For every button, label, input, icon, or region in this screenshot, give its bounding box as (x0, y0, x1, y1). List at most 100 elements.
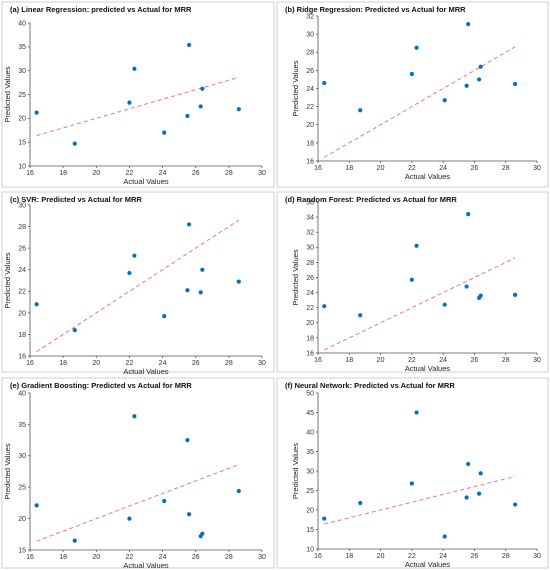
data-point (322, 304, 327, 309)
data-point (186, 512, 192, 517)
x-tick-label: 22 (408, 165, 416, 172)
data-point (477, 491, 482, 496)
data-point (200, 531, 205, 536)
chart-title: (b) Ridge Regression: Predicted vs Actua… (285, 5, 466, 14)
panel-frame (276, 377, 549, 569)
y-axis-title: Predicted Values (3, 443, 12, 499)
y-tick-label: 22 (306, 104, 314, 111)
x-tick-label: 28 (225, 360, 233, 367)
x-tick-label: 24 (159, 554, 167, 561)
x-tick-label: 30 (258, 170, 266, 177)
data-point (442, 98, 447, 103)
y-tick-label: 40 (306, 429, 314, 436)
x-axis-title: Actual Values (405, 172, 451, 181)
y-tick-label: 30 (306, 245, 314, 252)
panel-frame (276, 191, 549, 373)
data-point (72, 141, 77, 146)
data-point (185, 438, 190, 443)
y-tick-label: 30 (18, 453, 26, 460)
y-tick-label: 32 (306, 13, 314, 20)
x-axis-title: Actual Values (123, 561, 169, 570)
data-point (464, 83, 469, 88)
x-axis-title: Actual Values (123, 177, 169, 186)
x-tick-label: 24 (439, 553, 447, 560)
y-tick-label: 28 (306, 50, 314, 57)
panel-frame (1, 191, 275, 373)
data-point (186, 42, 192, 48)
trend-line (324, 475, 516, 525)
y-tick-label: 22 (18, 289, 26, 296)
trend-line (36, 219, 240, 353)
x-tick-label: 24 (159, 170, 167, 177)
data-point (34, 302, 39, 307)
x-tick-label: 26 (192, 170, 200, 177)
y-tick-label: 15 (18, 547, 26, 554)
x-tick-label: 24 (439, 357, 447, 364)
panel-frame (276, 1, 549, 188)
y-tick-label: 24 (306, 86, 314, 93)
trend-line (36, 464, 239, 542)
y-tick-label: 20 (18, 310, 26, 317)
y-tick-label: 30 (306, 32, 314, 39)
y-tick-label: 20 (18, 116, 26, 123)
data-point (442, 302, 447, 307)
x-tick-label: 16 (314, 165, 322, 172)
data-point (34, 503, 39, 508)
y-tick-label: 25 (18, 92, 26, 99)
y-tick-label: 10 (18, 163, 26, 170)
data-point (72, 538, 77, 543)
data-point (322, 516, 327, 521)
y-tick-label: 26 (18, 246, 26, 253)
chart-title: (d) Random Forest: Predicted vs Actual f… (285, 195, 457, 204)
y-tick-label: 20 (18, 516, 26, 523)
data-point (236, 107, 241, 112)
data-point (409, 481, 414, 486)
x-tick-label: 18 (59, 360, 67, 367)
trend-line (36, 76, 239, 136)
y-axis-title: Predicted Values (291, 60, 300, 116)
data-point (513, 81, 518, 87)
x-tick-label: 18 (345, 357, 353, 364)
chart-panel-5: (e) Gradient Boosting: Predicted vs Actu… (1, 377, 275, 570)
y-tick-label: 30 (18, 202, 26, 209)
y-tick-label: 35 (18, 44, 26, 51)
data-point (409, 71, 414, 77)
panel-frame (1, 377, 275, 569)
x-axis-title: Actual Values (123, 367, 169, 376)
x-tick-label: 26 (192, 360, 200, 367)
x-tick-label: 26 (471, 165, 479, 172)
x-tick-label: 28 (502, 553, 510, 560)
y-tick-label: 50 (306, 390, 314, 397)
x-tick-label: 28 (502, 357, 510, 364)
x-tick-label: 30 (258, 360, 266, 367)
y-tick-label: 15 (306, 527, 314, 534)
chart-panel-3: (c) SVR: Predicted vs Actual for MRR 16 18… (1, 191, 275, 376)
y-axis-title: Predicted Values (3, 252, 12, 308)
data-point (466, 211, 471, 217)
data-point (442, 534, 447, 539)
y-tick-label: 36 (306, 199, 314, 206)
y-axis-title: Predicted Values (291, 443, 300, 499)
data-point (200, 267, 205, 272)
y-tick-label: 25 (306, 488, 314, 495)
panel-frame (1, 1, 275, 188)
x-tick-label: 18 (345, 553, 353, 560)
x-tick-label: 16 (26, 554, 34, 561)
data-point (513, 502, 518, 507)
x-tick-label: 16 (314, 357, 322, 364)
chart-title: (a) Linear Regression: predicted vs Actu… (10, 5, 192, 14)
data-point (466, 22, 471, 27)
data-point (466, 461, 471, 467)
data-point (132, 414, 137, 419)
x-tick-label: 26 (471, 553, 479, 560)
x-tick-label: 30 (533, 165, 541, 172)
data-point (358, 500, 363, 506)
x-tick-label: 30 (533, 553, 541, 560)
x-tick-label: 22 (408, 553, 416, 560)
y-tick-label: 16 (306, 158, 314, 165)
y-tick-label: 20 (306, 320, 314, 327)
y-tick-label: 35 (18, 422, 26, 429)
x-tick-label: 22 (126, 170, 134, 177)
x-tick-label: 16 (314, 553, 322, 560)
y-tick-label: 45 (306, 410, 314, 417)
